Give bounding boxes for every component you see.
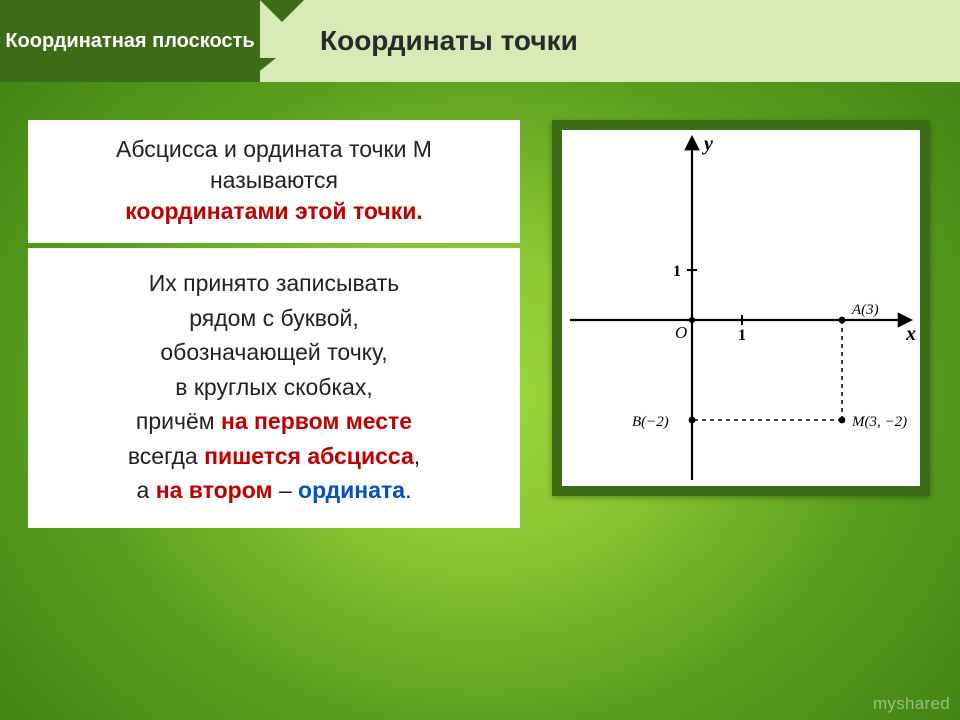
exp-first-place: на первом месте [221, 408, 412, 434]
explanation-box: Их принято записывать рядом с буквой, об… [28, 248, 520, 528]
exp-l7e: . [405, 477, 411, 503]
point-A-label: A(3) [851, 302, 879, 318]
origin-point [689, 317, 695, 323]
point-B [689, 417, 696, 424]
exp-l2: рядом с буквой, [189, 305, 359, 331]
definition-box: Абсцисса и ордината точки М называются к… [28, 120, 520, 243]
def-highlight: координатами этой точки. [125, 198, 423, 224]
exp-l6a: всегда [128, 443, 204, 469]
point-A [839, 317, 846, 324]
exp-l7a: а [137, 477, 156, 503]
coordinate-plane: O 1 1 x y A(3) B(−2) M(3, −2) [562, 130, 920, 486]
page-title: Координаты точки [320, 25, 578, 57]
exp-abscissa: пишется абсцисса [204, 443, 414, 469]
section-label-text: Координатная плоскость [5, 29, 254, 54]
y-axis-label: y [702, 133, 713, 155]
origin-label: O [675, 323, 687, 342]
def-line1: Абсцисса и ордината точки М [116, 136, 432, 162]
point-M [839, 417, 846, 424]
watermark: myshared [873, 694, 950, 714]
def-line2: называются [210, 167, 338, 193]
point-B-label: B(−2) [632, 414, 669, 430]
exp-ordinate: ордината [298, 477, 405, 503]
exp-l5a: причём [136, 408, 221, 434]
section-label: Координатная плоскость [0, 0, 260, 82]
chart-frame: O 1 1 x y A(3) B(−2) M(3, −2) [552, 120, 930, 496]
exp-l7c: – [272, 477, 298, 503]
exp-l1: Их принято записывать [149, 270, 400, 296]
y-tick-1-label: 1 [673, 263, 681, 280]
x-axis-label: x [905, 323, 916, 345]
chart-svg: O 1 1 x y A(3) B(−2) M(3, −2) [562, 130, 920, 486]
exp-second: на втором [156, 477, 273, 503]
exp-l6c: , [414, 443, 420, 469]
header-notch [260, 0, 304, 22]
exp-l3: обозначающей точку, [160, 339, 387, 365]
x-tick-1-label: 1 [738, 327, 746, 344]
point-M-label: M(3, −2) [851, 414, 907, 430]
header-bar: Координатная плоскость Координаты точки [0, 0, 960, 82]
exp-l4: в круглых скобках, [175, 374, 372, 400]
